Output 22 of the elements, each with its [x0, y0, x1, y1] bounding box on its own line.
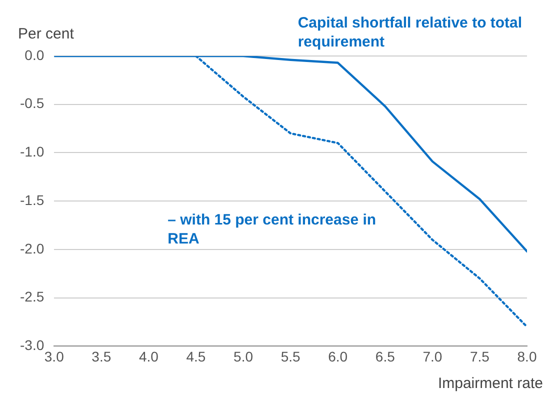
- x-axis-title: Impairment rate: [438, 374, 543, 392]
- x-tick-label: 5.0: [234, 348, 254, 364]
- y-tick-label: -2.0: [20, 240, 44, 256]
- x-tick-label: 5.5: [280, 348, 301, 364]
- y-tick-label: -1.0: [20, 144, 44, 160]
- x-tick-label: 8.0: [517, 348, 537, 364]
- x-tick-label: 3.5: [92, 348, 112, 364]
- y-tick-label: -1.5: [20, 192, 44, 208]
- x-tick-label: 7.0: [422, 348, 442, 364]
- x-tick-label: 7.5: [470, 348, 490, 364]
- x-tick-label: 4.5: [186, 348, 206, 364]
- y-tick-label: -0.5: [20, 95, 44, 112]
- series-label: Capital shortfall relative to total requirement: [298, 14, 522, 51]
- x-tick-label: 6.0: [328, 348, 348, 364]
- series-label: – with 15 per cent increase in REA: [168, 211, 376, 248]
- y-tick-label: -3.0: [20, 337, 44, 354]
- x-tick-label: 3.0: [44, 348, 64, 364]
- x-tick-label: 4.0: [138, 348, 159, 364]
- y-tick-label: -2.5: [20, 288, 44, 305]
- y-axis-title: Per cent: [18, 26, 75, 43]
- y-tick-label: 0.0: [24, 46, 44, 63]
- x-tick-label: 6.5: [375, 348, 396, 364]
